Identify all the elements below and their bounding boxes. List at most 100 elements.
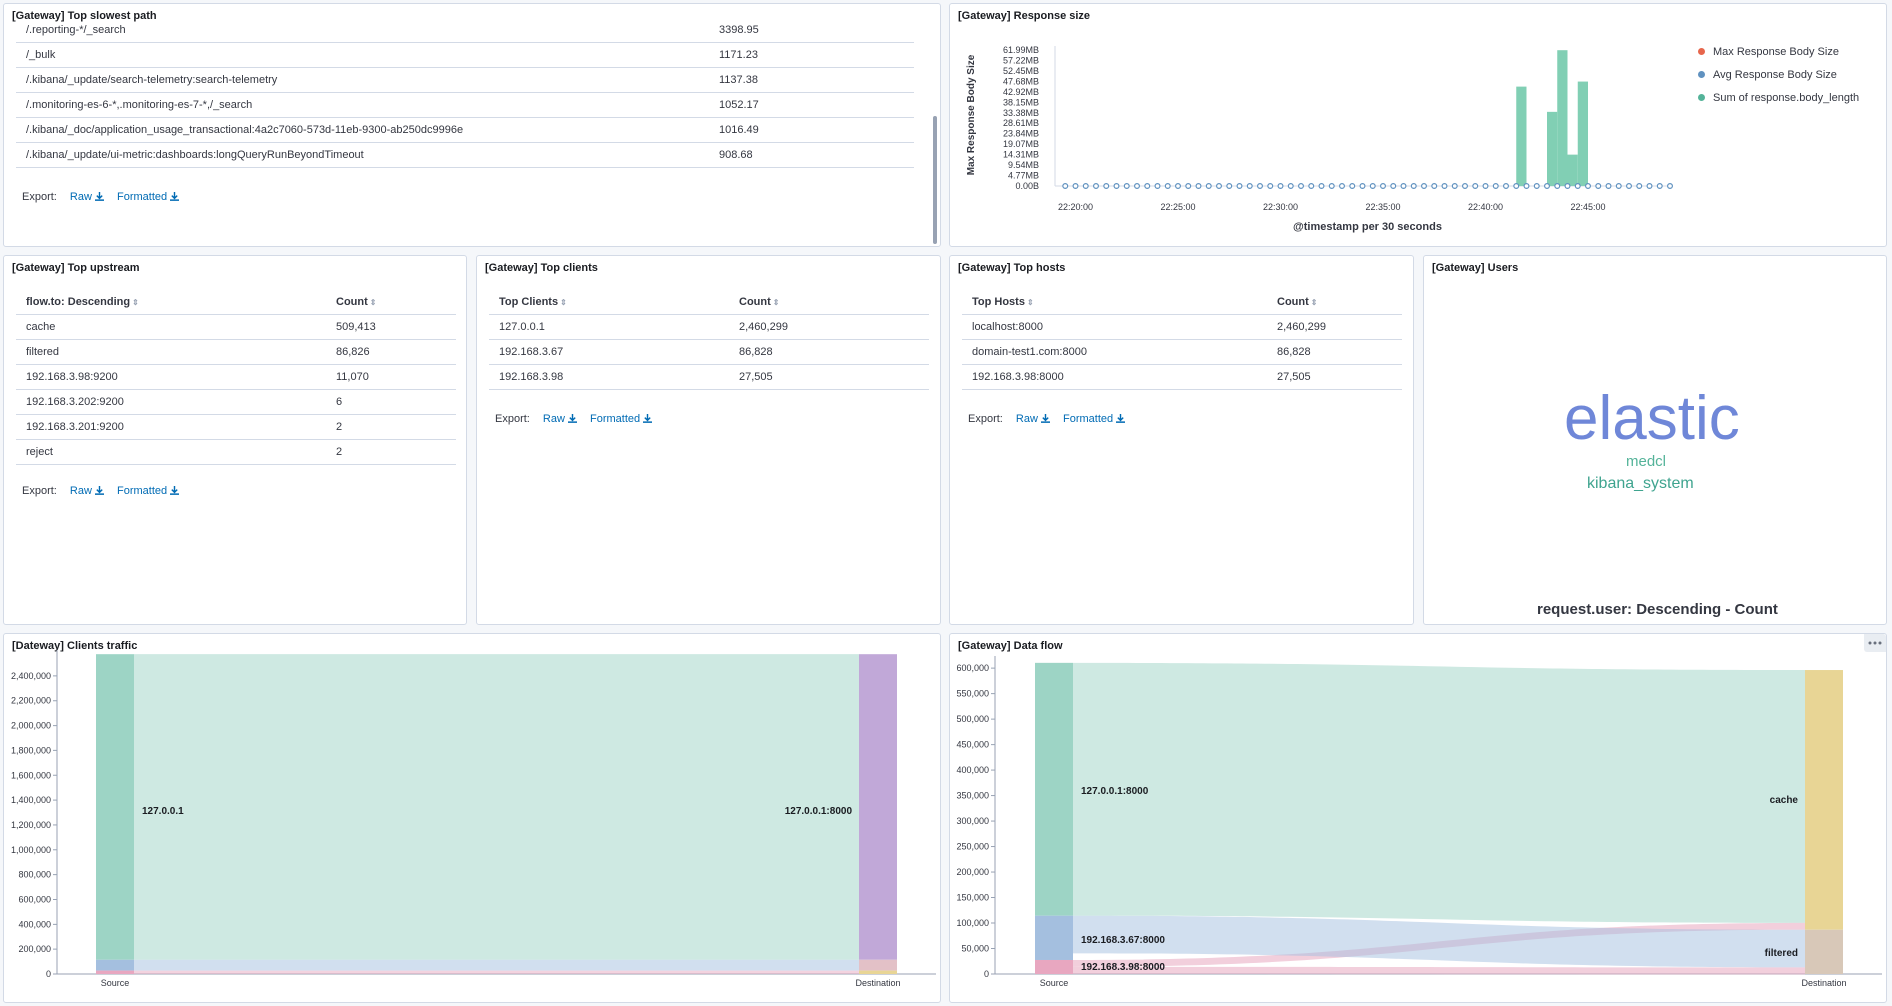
data-point[interactable] [1502,183,1509,190]
data-point[interactable] [1082,183,1089,190]
data-point[interactable] [1195,183,1202,190]
sankey-node[interactable] [1035,662,1073,916]
data-point[interactable] [1390,183,1397,190]
data-point[interactable] [1523,183,1530,190]
sankey-node[interactable] [1035,959,1073,974]
data-point[interactable] [1175,183,1182,190]
column-header-count[interactable]: Count ⇕ [326,290,456,315]
data-point[interactable] [1513,183,1520,190]
sort-icon[interactable]: ⇕ [1026,298,1034,307]
data-point[interactable] [1062,183,1069,190]
data-flow-sankey[interactable]: 0 50,000 100,000 150,000 200,000 250,000 300,0… [950,634,1887,1003]
data-point[interactable] [1318,183,1325,190]
sort-icon[interactable]: ⇕ [560,298,567,307]
clients-traffic-sankey[interactable]: 0 200,000 400,000 600,000 800,000 1,000,000 1,… [4,634,941,1003]
data-point[interactable] [1421,183,1428,190]
export-formatted-link[interactable]: Formatted [1063,413,1126,425]
export-raw-link[interactable]: Raw [1016,413,1050,425]
sankey-node[interactable] [1805,929,1843,974]
data-point[interactable] [1339,183,1346,190]
export-formatted-link[interactable]: Formatted [117,485,180,497]
sort-icon[interactable]: ⇕ [132,298,139,307]
sort-icon[interactable]: ⇕ [772,298,780,307]
bar[interactable] [1547,111,1558,186]
data-point[interactable] [1543,183,1550,190]
data-point[interactable] [1205,183,1212,190]
data-point[interactable] [1287,183,1294,190]
data-point[interactable] [1666,183,1673,190]
data-point[interactable] [1595,183,1602,190]
data-point[interactable] [1113,183,1120,190]
data-point[interactable] [1656,183,1663,190]
data-point[interactable] [1605,183,1612,190]
data-point[interactable] [1154,183,1161,190]
sankey-node[interactable] [859,654,897,960]
data-point[interactable] [1554,183,1561,190]
data-point[interactable] [1298,183,1305,190]
export-raw-link[interactable]: Raw [70,485,104,497]
legend-item[interactable]: Max Response Body Size [1698,46,1839,58]
data-point[interactable] [1461,183,1468,190]
flow-link[interactable] [1073,915,1805,968]
data-point[interactable] [1472,183,1479,190]
bar[interactable] [1557,50,1568,187]
export-raw-link[interactable]: Raw [70,191,104,203]
sort-icon[interactable]: ⇕ [1310,298,1318,307]
data-point[interactable] [1093,183,1100,190]
export-raw-link[interactable]: Raw [543,413,577,425]
data-point[interactable] [1492,183,1499,190]
flow-link[interactable] [1073,966,1805,975]
column-header-count[interactable]: Count ⇕ [729,290,929,315]
data-point[interactable] [1574,183,1581,190]
data-point[interactable] [1359,183,1366,190]
data-point[interactable] [1410,183,1417,190]
data-point[interactable] [1636,183,1643,190]
flow-link[interactable] [134,654,859,960]
data-point[interactable] [1615,183,1622,190]
sankey-node[interactable] [96,959,134,971]
column-header-top-clients[interactable]: Top Clients ⇕ [489,290,729,315]
data-point[interactable] [1431,183,1438,190]
data-point[interactable] [1144,183,1151,190]
data-point[interactable] [1103,183,1110,190]
sankey-node[interactable] [859,970,897,974]
sankey-node[interactable] [859,959,897,971]
data-point[interactable] [1380,183,1387,190]
sankey-node[interactable] [1035,915,1073,960]
data-point[interactable] [1216,183,1223,190]
bar[interactable] [1516,86,1527,186]
data-point[interactable] [1369,183,1376,190]
sankey-node[interactable] [96,970,134,974]
data-point[interactable] [1185,183,1192,190]
data-point[interactable] [1625,183,1632,190]
legend-item[interactable]: Avg Response Body Size [1698,69,1837,81]
sankey-node[interactable] [1805,670,1843,930]
tag-cloud-word[interactable]: elastic [1564,384,1740,453]
data-point[interactable] [1134,183,1141,190]
data-point[interactable] [1236,183,1243,190]
data-point[interactable] [1267,183,1274,190]
data-point[interactable] [1123,183,1130,190]
flow-link[interactable] [134,959,859,971]
data-point[interactable] [1533,183,1540,190]
data-point[interactable] [1584,183,1591,190]
data-point[interactable] [1482,183,1489,190]
table-scrollbar[interactable] [933,116,937,244]
sort-icon[interactable]: ⇕ [369,298,377,307]
bar[interactable] [1577,81,1588,186]
tag-cloud-word[interactable]: medcl [1626,453,1667,470]
bar[interactable] [1567,154,1578,186]
data-point[interactable] [1257,183,1264,190]
tag-cloud-word[interactable]: kibana_system [1587,475,1694,492]
data-point[interactable] [1328,183,1335,190]
legend-item[interactable]: Sum of response.body_length [1698,92,1859,104]
flow-link[interactable] [1073,662,1805,923]
response-size-chart[interactable]: 61.99MB57.22MB52.45MB47.68MB42.92MB38.15… [950,4,1887,247]
export-formatted-link[interactable]: Formatted [117,191,180,203]
flow-link[interactable] [134,970,859,974]
column-header-top-hosts[interactable]: Top Hosts ⇕ [962,290,1267,315]
panel-menu-button[interactable] [1864,634,1886,652]
export-formatted-link[interactable]: Formatted [590,413,653,425]
data-point[interactable] [1441,183,1448,190]
data-point[interactable] [1646,183,1653,190]
